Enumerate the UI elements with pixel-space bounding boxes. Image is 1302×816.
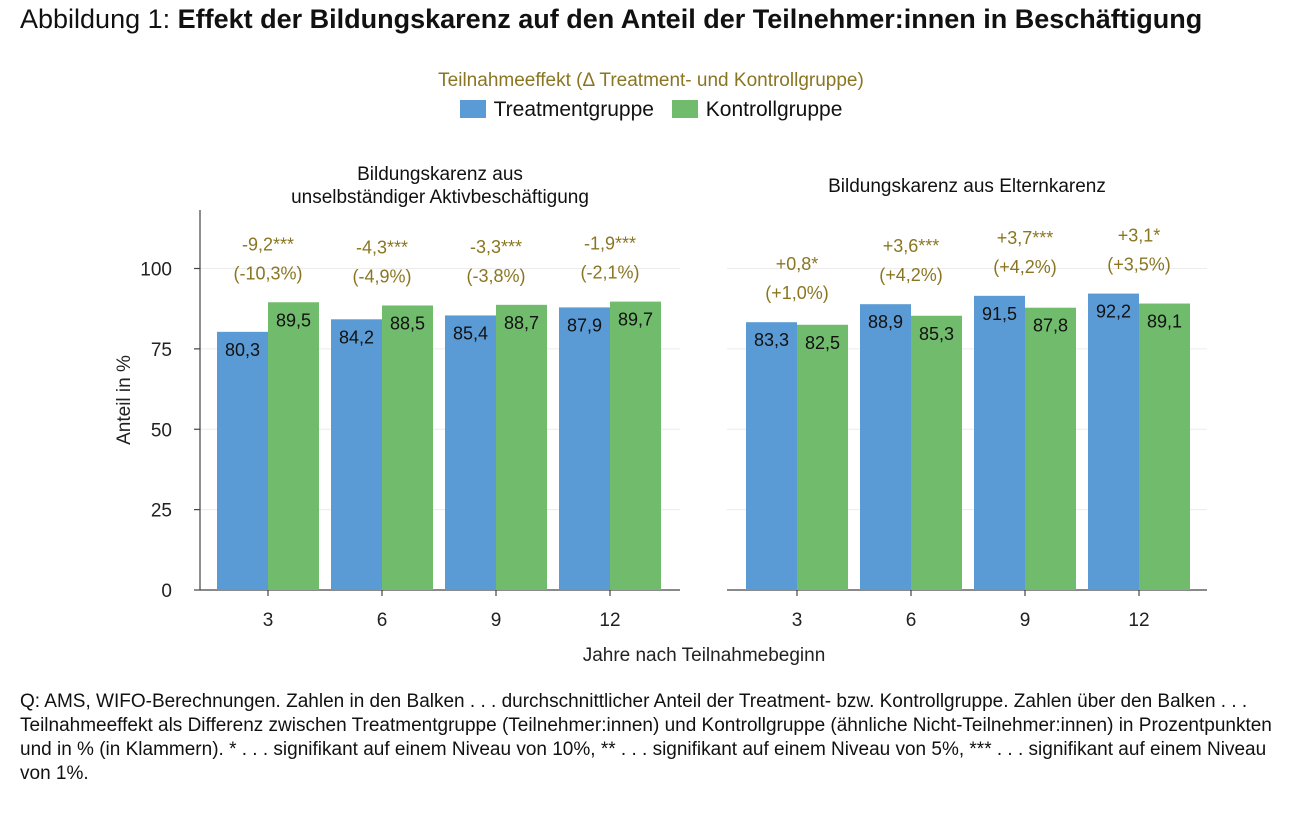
bar-value-label: 88,9	[868, 312, 903, 332]
panel-title-line: unselbständiger Aktivbeschäftigung	[291, 187, 589, 208]
bar-value-label: 80,3	[225, 340, 260, 360]
y-tick-label: 0	[161, 581, 172, 602]
x-tick-label: 6	[906, 610, 917, 631]
legend-swatch-treatment	[459, 100, 486, 118]
effect-label-pp: +3,7***	[997, 228, 1054, 248]
effect-label-pct: (-3,8%)	[466, 266, 525, 286]
effect-label-pp: -1,9***	[584, 234, 636, 254]
effect-label-pp: -4,3***	[356, 237, 408, 257]
bar-value-label: 84,2	[339, 327, 374, 347]
bar-value-label: 89,5	[276, 310, 311, 330]
bar-control	[382, 305, 433, 590]
legend-title: Teilnahmeeffekt (Δ Treatment- und Kontro…	[438, 70, 864, 91]
effect-label-pct: (-10,3%)	[233, 263, 302, 283]
bar-value-label: 83,3	[754, 330, 789, 350]
x-tick-label: 9	[491, 610, 502, 631]
bar-value-label: 92,2	[1096, 302, 1131, 322]
bar-treatment	[746, 322, 797, 590]
panel-title-line: Bildungskarenz aus Elternkarenz	[828, 176, 1106, 197]
x-tick-label: 3	[263, 610, 274, 631]
bar-value-label: 87,9	[567, 315, 602, 335]
bar-treatment	[331, 319, 382, 590]
bar-treatment	[559, 307, 610, 590]
y-tick-label: 25	[151, 501, 172, 522]
bar-value-label: 85,3	[919, 324, 954, 344]
y-tick-label: 50	[151, 420, 172, 441]
figure-title-main: Effekt der Bildungskarenz auf den Anteil…	[177, 4, 1203, 34]
bar-value-label: 82,5	[805, 333, 840, 353]
bar-treatment	[217, 331, 268, 590]
bar-value-label: 89,1	[1147, 312, 1182, 332]
bar-value-label: 87,8	[1033, 316, 1068, 336]
x-tick-label: 9	[1020, 610, 1031, 631]
bar-treatment	[860, 304, 911, 590]
effect-label-pct: (-4,9%)	[352, 266, 411, 286]
legend-item-control: Kontrollgruppe	[671, 98, 843, 122]
effect-label-pct: (+3,5%)	[1107, 255, 1171, 275]
figure-title-prefix: Abbildung 1:	[20, 4, 178, 34]
effect-label-pp: -3,3***	[470, 237, 522, 257]
bar-control	[911, 315, 962, 590]
bar-control	[610, 301, 661, 590]
bar-control	[1139, 303, 1190, 590]
bar-control	[797, 324, 848, 590]
bar-value-label: 89,7	[618, 310, 653, 330]
bar-treatment	[445, 315, 496, 590]
x-tick-label: 12	[599, 610, 620, 631]
bar-value-label: 88,5	[390, 313, 425, 333]
effect-label-pct: (-2,1%)	[580, 263, 639, 283]
legend: Teilnahmeeffekt (Δ Treatment- und Kontro…	[0, 70, 1302, 122]
effect-label-pp: +3,6***	[883, 236, 940, 256]
bar-chart: 0 25 50 75 100 Anteil in % Jahre nach Teilnahm…	[114, 164, 1207, 666]
legend-item-treatment: Treatmentgruppe	[459, 98, 654, 122]
legend-label-control: Kontrollgruppe	[705, 98, 843, 121]
bar-control	[1025, 307, 1076, 590]
effect-label-pct: (+1,0%)	[765, 283, 829, 303]
y-tick-label: 100	[140, 260, 172, 281]
bar-treatment	[974, 295, 1025, 590]
legend-items: Treatmentgruppe Kontrollgruppe	[0, 98, 1302, 122]
y-tick-label: 75	[151, 340, 172, 361]
bar-value-label: 88,7	[504, 313, 539, 333]
footnote: Q: AMS, WIFO-Berechnungen. Zahlen in den…	[20, 690, 1290, 786]
x-tick-label: 3	[792, 610, 803, 631]
figure-title: Abbildung 1: Effekt der Bildungskarenz a…	[20, 4, 1202, 35]
bar-control	[496, 304, 547, 590]
effect-label-pp: +3,1*	[1118, 226, 1161, 246]
panel-title-line: Bildungskarenz aus	[357, 164, 523, 185]
effect-label-pct: (+4,2%)	[993, 257, 1057, 277]
effect-label-pp: -9,2***	[242, 234, 294, 254]
footnote-text: Q: AMS, WIFO-Berechnungen. Zahlen in den…	[20, 691, 1272, 784]
bar-control	[268, 302, 319, 590]
bar-value-label: 85,4	[453, 323, 488, 343]
x-tick-label: 6	[377, 610, 388, 631]
legend-label-treatment: Treatmentgruppe	[493, 98, 654, 121]
effect-label-pp: +0,8*	[776, 254, 819, 274]
x-tick-label: 12	[1128, 610, 1149, 631]
bar-treatment	[1088, 293, 1139, 590]
bar-value-label: 91,5	[982, 304, 1017, 324]
effect-label-pct: (+4,2%)	[879, 265, 943, 285]
x-axis-title: Jahre nach Teilnahmebeginn	[583, 645, 826, 666]
y-axis-title: Anteil in %	[114, 355, 135, 445]
legend-swatch-control	[671, 100, 698, 118]
